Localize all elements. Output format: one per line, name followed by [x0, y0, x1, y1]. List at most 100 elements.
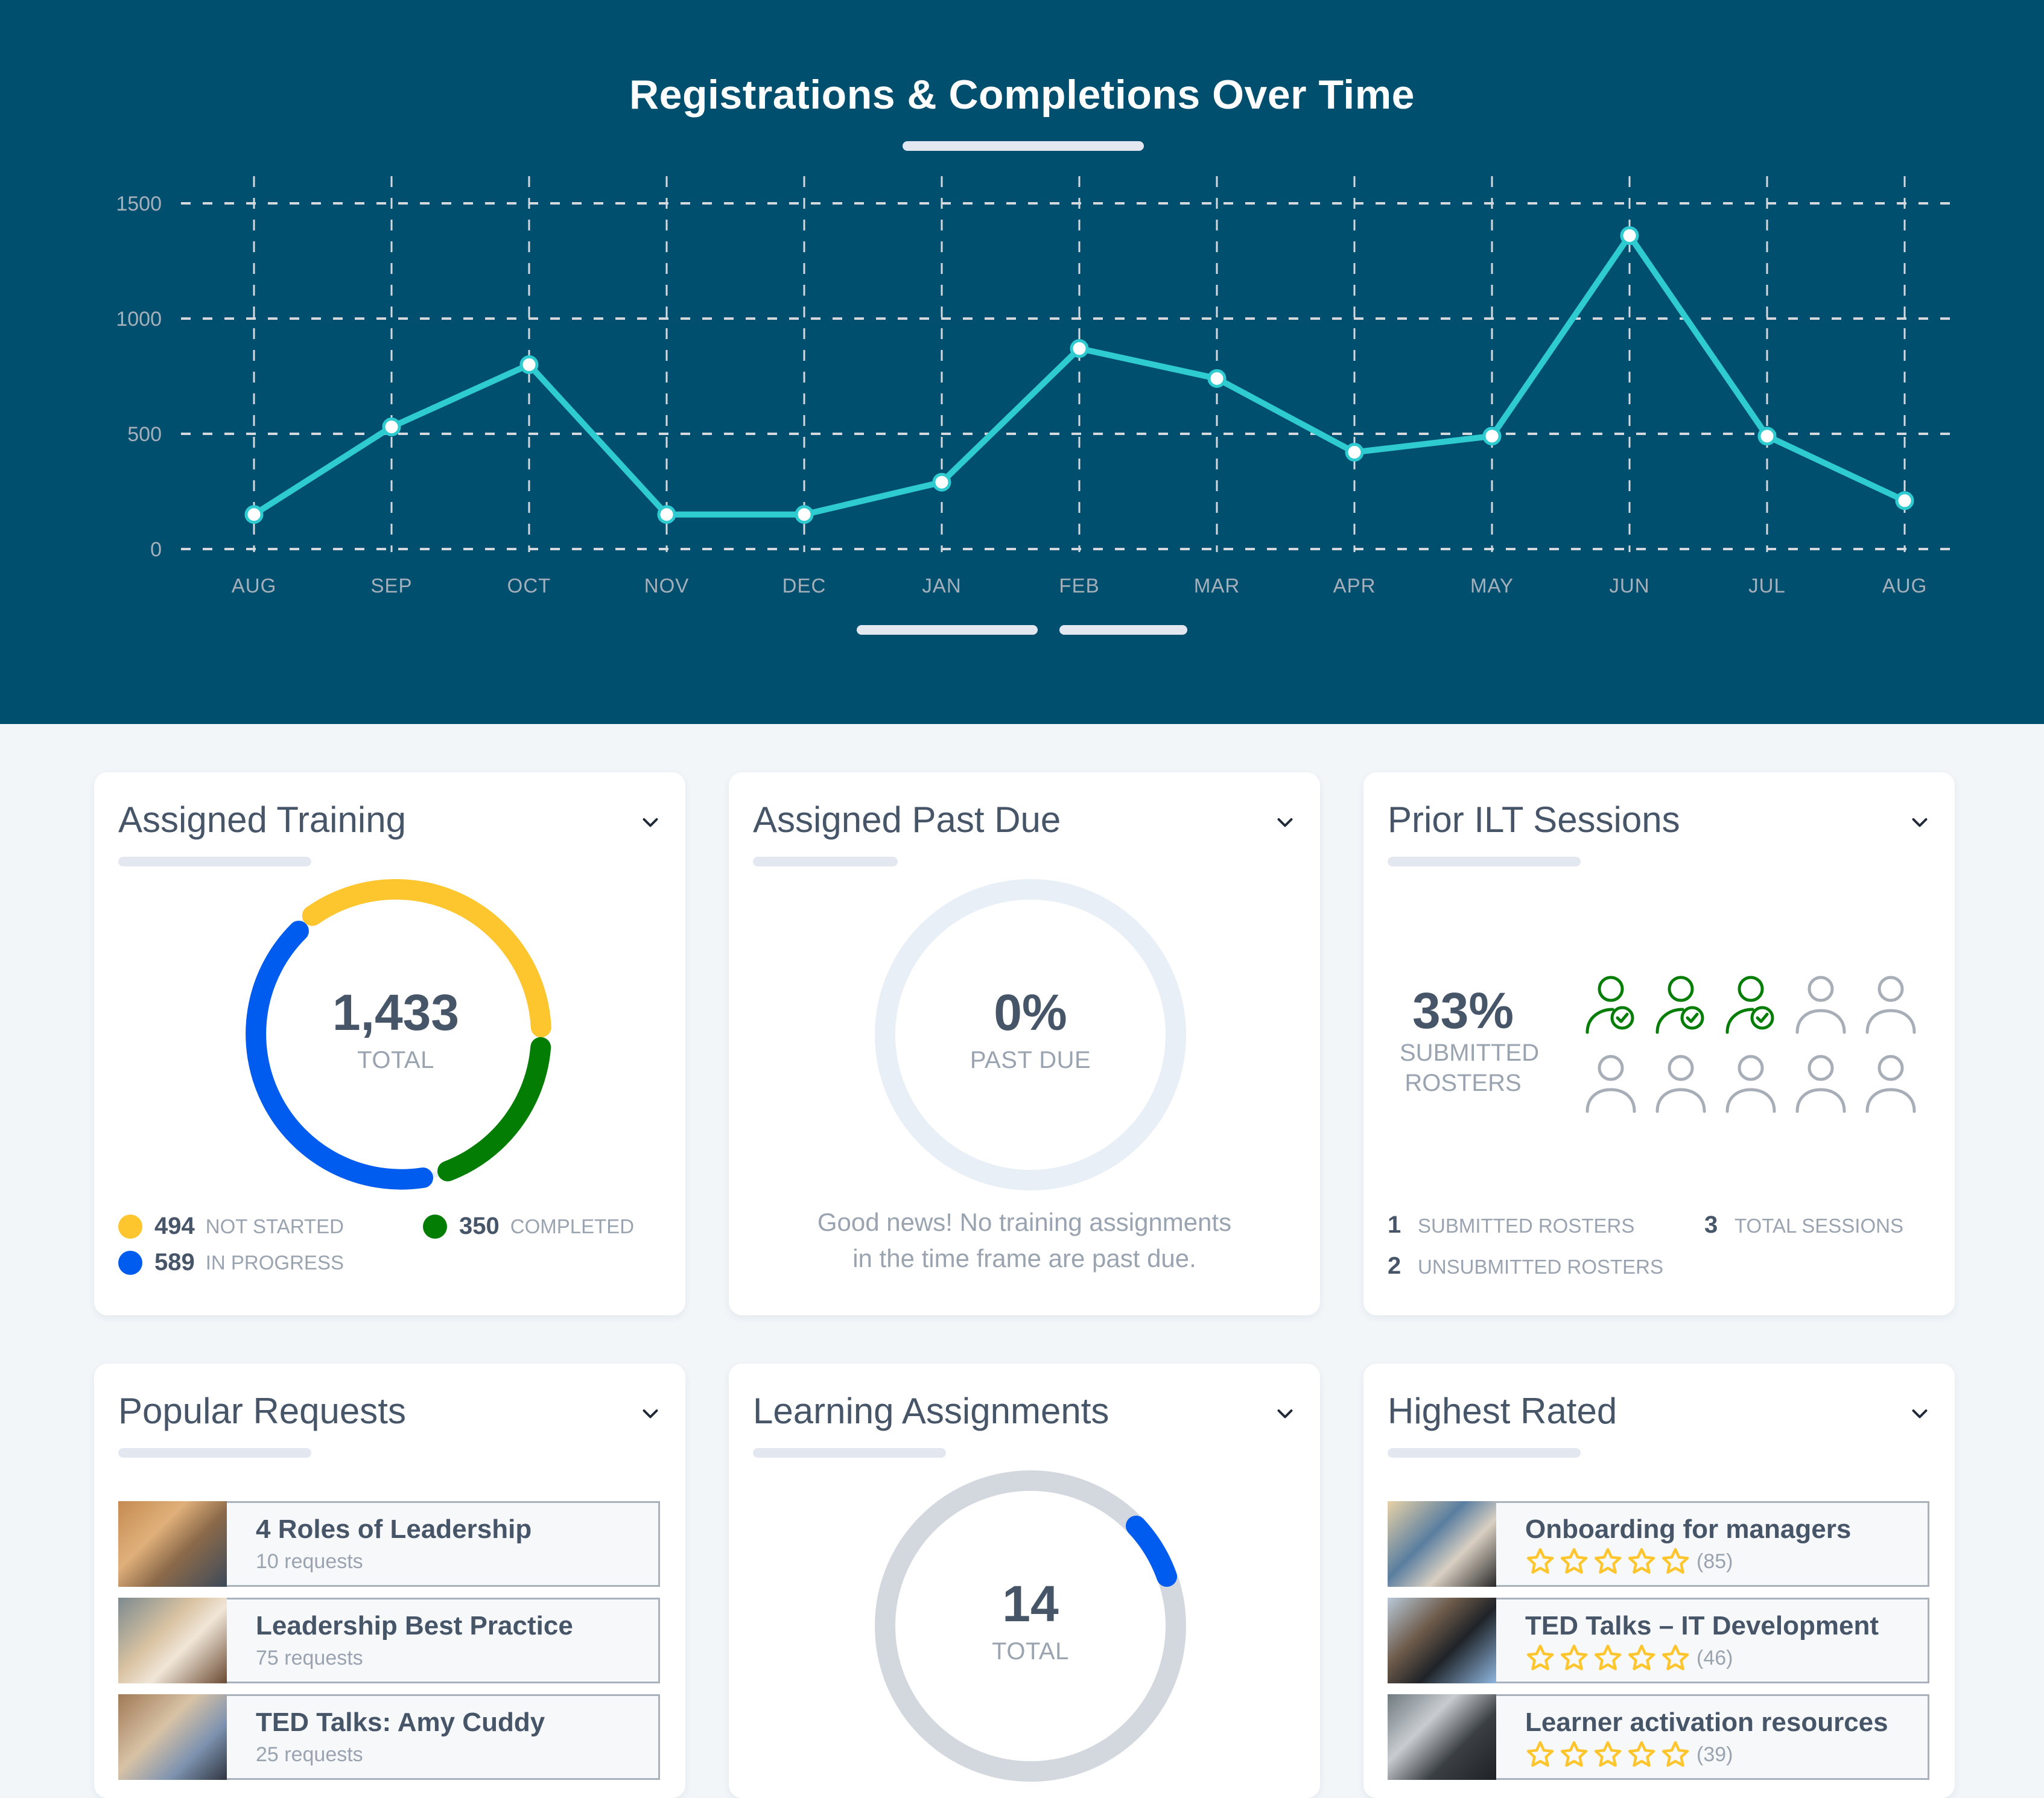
star-rating-icons	[1525, 1739, 1694, 1770]
star-icon	[1662, 1548, 1689, 1574]
person-icon	[1864, 1053, 1918, 1117]
highest-rated-item[interactable]: Learner activation resources (39)	[1388, 1694, 1929, 1780]
course-thumbnail	[1388, 1501, 1496, 1587]
message-line-2: in the time frame are past due.	[852, 1244, 1196, 1272]
popular-request-item[interactable]: Leadership Best Practice 75 requests	[118, 1598, 660, 1683]
data-point[interactable]	[1482, 427, 1502, 446]
card-assigned-training: Assigned Training 1,433 TOTAL 494 NOT ST…	[94, 772, 685, 1315]
x-tick-label: MAY	[1470, 574, 1514, 597]
y-tick-label: 1000	[116, 308, 162, 331]
card-highest-rated: Highest Rated Onboarding for managers (8…	[1363, 1364, 1955, 1798]
popular-request-item[interactable]: TED Talks: Amy Cuddy 25 requests	[118, 1694, 660, 1780]
star-icon	[1526, 1644, 1554, 1671]
rating-count: (85)	[1696, 1549, 1733, 1573]
title-underline	[753, 857, 898, 866]
x-tick-label: AUG	[232, 574, 277, 597]
star-rating: (39)	[1525, 1739, 1888, 1770]
star-icon	[1594, 1548, 1622, 1574]
data-point[interactable]	[1620, 226, 1639, 245]
legend-value: 589	[154, 1249, 195, 1275]
stat-label: TOTAL SESSIONS	[1735, 1215, 1903, 1237]
card-title: Learning Assignments	[753, 1391, 1109, 1431]
star-icon	[1526, 1741, 1554, 1767]
star-rating: (46)	[1525, 1643, 1879, 1673]
stat-value: 2	[1388, 1253, 1401, 1279]
title-underline	[1388, 1448, 1581, 1458]
star-icon	[1526, 1548, 1554, 1574]
line-chart: 1500 1000 500 0 AUG SEP OCT NOV DEC JAN FEB MAR APR…	[116, 176, 1952, 597]
data-point[interactable]	[657, 505, 676, 524]
vertical-gridlines	[253, 176, 1906, 552]
chevron-down-icon[interactable]	[1909, 1403, 1931, 1425]
person-icon	[1864, 974, 1918, 1038]
yellow-dot-icon	[118, 1214, 142, 1239]
submitted-label-1: SUBMITTED	[1400, 1040, 1540, 1066]
data-point[interactable]	[382, 418, 401, 437]
legend-completed: 350 COMPLETED	[423, 1213, 634, 1240]
legend-value: 494	[154, 1213, 195, 1239]
item-title: TED Talks – IT Development	[1525, 1611, 1879, 1641]
x-tick-label: APR	[1333, 574, 1376, 597]
stat-value: 1	[1388, 1212, 1401, 1238]
submitted-percent-block: 33% SUBMITTED ROSTERS	[1400, 983, 1540, 1098]
total-label: TOTAL	[992, 1638, 1069, 1665]
card-popular-requests: Popular Requests 4 Roles of Leadership 1…	[94, 1364, 685, 1798]
star-icon	[1662, 1644, 1689, 1671]
data-point[interactable]	[932, 472, 951, 492]
course-thumbnail	[118, 1501, 227, 1587]
star-icon	[1560, 1548, 1588, 1574]
past-due-ring: 0% PAST DUE	[874, 878, 1187, 1192]
card-learning-assignments: Learning Assignments 14 TOTAL	[729, 1364, 1320, 1798]
highest-rated-item[interactable]: Onboarding for managers (85)	[1388, 1501, 1929, 1587]
total-label: TOTAL	[357, 1047, 434, 1073]
item-subtitle: 25 requests	[256, 1743, 363, 1766]
course-thumbnail	[1388, 1598, 1496, 1683]
course-thumbnail	[1388, 1694, 1496, 1780]
star-icon	[1560, 1644, 1588, 1671]
item-title: Onboarding for managers	[1525, 1514, 1852, 1544]
chart-pager-bar-2[interactable]	[1059, 625, 1187, 635]
chevron-down-icon[interactable]	[1274, 1403, 1296, 1425]
data-point[interactable]	[1207, 369, 1227, 388]
total-value: 1,433	[332, 984, 460, 1041]
chevron-down-icon[interactable]	[1909, 812, 1931, 834]
star-rating-icons	[1525, 1546, 1694, 1577]
course-thumbnail	[118, 1598, 227, 1683]
card-title: Assigned Training	[118, 799, 406, 840]
x-tick-label: AUG	[1882, 574, 1928, 597]
star-rating-icons	[1525, 1643, 1694, 1673]
item-subtitle: 10 requests	[256, 1550, 363, 1573]
star-icon	[1594, 1644, 1622, 1671]
data-point[interactable]	[1895, 491, 1914, 510]
popular-request-item[interactable]: 4 Roles of Leadership 10 requests	[118, 1501, 660, 1587]
card-title: Popular Requests	[118, 1391, 406, 1431]
person-check-icon	[1584, 974, 1638, 1038]
data-point[interactable]	[244, 505, 264, 524]
data-point[interactable]	[1345, 443, 1364, 462]
person-icon	[1654, 1053, 1708, 1117]
chart-pager-bar-1[interactable]	[857, 625, 1038, 635]
legend-label: IN PROGRESS	[205, 1251, 344, 1274]
chevron-down-icon[interactable]	[1274, 812, 1296, 834]
data-point[interactable]	[519, 355, 539, 374]
legend-label: COMPLETED	[510, 1215, 635, 1237]
item-title: Leadership Best Practice	[256, 1611, 573, 1641]
star-icon	[1628, 1741, 1655, 1767]
star-rating: (85)	[1525, 1546, 1851, 1577]
chevron-down-icon[interactable]	[640, 812, 661, 834]
highest-rated-item[interactable]: TED Talks – IT Development (46)	[1388, 1598, 1929, 1683]
card-assigned-past-due: Assigned Past Due 0% PAST DUE Good news!…	[729, 772, 1320, 1315]
stat-unsubmitted-rosters: 2 UNSUBMITTED ROSTERS	[1388, 1253, 1663, 1280]
y-tick-label: 0	[150, 538, 162, 561]
data-point[interactable]	[1757, 427, 1777, 446]
horizontal-gridlines	[181, 202, 1952, 550]
x-tick-label: FEB	[1059, 574, 1099, 597]
x-tick-label: JUN	[1609, 574, 1649, 597]
donut-ring	[246, 879, 551, 1190]
chevron-down-icon[interactable]	[640, 1403, 661, 1425]
data-point[interactable]	[1070, 339, 1089, 358]
y-axis-labels: 1500 1000 500 0	[116, 192, 162, 561]
data-point[interactable]	[795, 505, 814, 524]
x-axis-labels: AUG SEP OCT NOV DEC JAN FEB MAR APR MAY JUN JUL AUG	[232, 574, 1928, 597]
star-icon	[1560, 1741, 1588, 1767]
